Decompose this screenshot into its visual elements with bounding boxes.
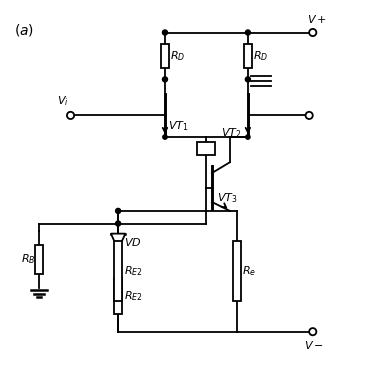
Text: $R_e$: $R_e$: [242, 264, 257, 278]
Bar: [197, 142, 216, 155]
Circle shape: [163, 77, 168, 82]
Circle shape: [245, 77, 250, 82]
Circle shape: [245, 30, 250, 35]
Bar: [35, 245, 43, 274]
Circle shape: [309, 328, 316, 335]
Text: $R_{E2}$: $R_{E2}$: [124, 264, 142, 278]
Bar: [244, 44, 252, 68]
Text: $R_{E2}$: $R_{E2}$: [124, 289, 142, 303]
Circle shape: [163, 135, 167, 139]
Bar: [233, 241, 241, 302]
Circle shape: [116, 221, 121, 226]
Text: $VT_1$: $VT_1$: [168, 119, 188, 133]
Bar: [161, 44, 169, 68]
Circle shape: [163, 30, 168, 35]
Circle shape: [306, 112, 313, 119]
Text: $R_D$: $R_D$: [171, 49, 186, 63]
Text: $R_D$: $R_D$: [253, 49, 269, 63]
Bar: [114, 241, 122, 302]
Text: $V+$: $V+$: [307, 13, 327, 25]
Polygon shape: [111, 234, 125, 249]
Text: $V_i$: $V_i$: [57, 94, 68, 108]
Circle shape: [246, 135, 250, 139]
Circle shape: [116, 209, 121, 213]
Text: $VT_2$: $VT_2$: [221, 126, 242, 140]
Circle shape: [67, 112, 74, 119]
Text: $VT_3$: $VT_3$: [217, 191, 238, 205]
Text: $V-$: $V-$: [304, 339, 324, 351]
Text: $(a)$: $(a)$: [14, 22, 34, 38]
Text: $R_B$: $R_B$: [21, 253, 36, 267]
Bar: [114, 278, 122, 314]
Text: $VD$: $VD$: [124, 236, 141, 248]
Circle shape: [309, 29, 316, 36]
